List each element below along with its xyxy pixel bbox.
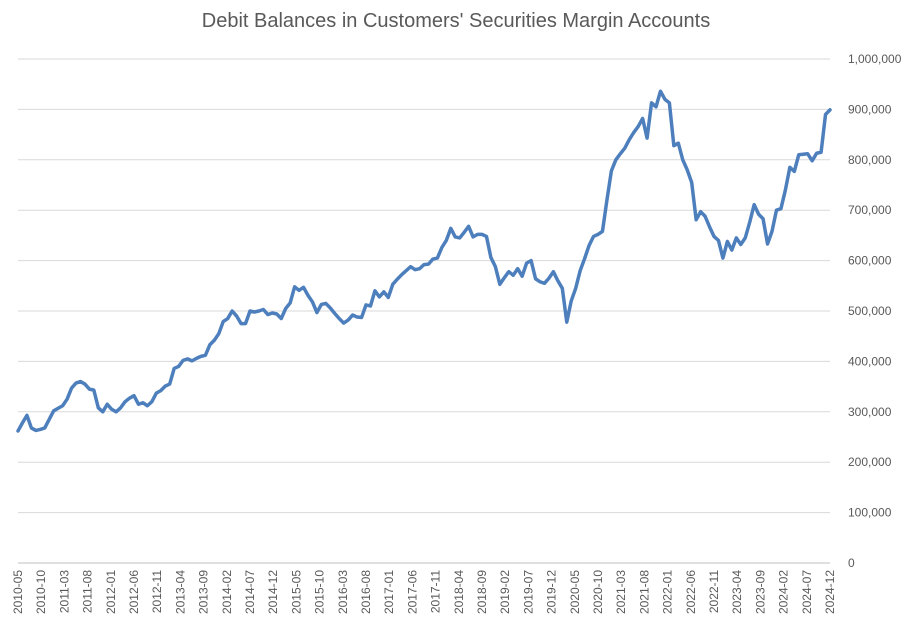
x-tick-label: 2015-05 <box>289 570 303 614</box>
x-tick-label: 2019-12 <box>545 570 559 614</box>
x-tick-label: 2014-07 <box>243 570 257 614</box>
x-tick-label: 2020-05 <box>568 570 582 614</box>
y-tick-label: 200,000 <box>848 455 892 469</box>
y-tick-label: 700,000 <box>848 203 892 217</box>
x-tick-label: 2023-09 <box>753 570 767 614</box>
y-tick-label: 600,000 <box>848 254 892 268</box>
series-layer <box>16 89 832 433</box>
x-tick-label: 2021-03 <box>614 570 628 614</box>
chart-title: Debit Balances in Customers' Securities … <box>201 10 711 32</box>
series-line <box>16 89 832 433</box>
y-axis-ticks: 0 100,000 200,000 300,000 400,000 500,000 600,… <box>848 52 902 570</box>
x-tick-label: 2013-04 <box>173 570 187 614</box>
x-tick-label: 2017-01 <box>382 570 396 614</box>
x-tick-label: 2019-02 <box>498 570 512 614</box>
x-tick-label: 2024-07 <box>800 570 814 614</box>
x-tick-label: 2013-09 <box>197 570 211 614</box>
y-tick-label: 0 <box>848 556 855 570</box>
x-tick-label: 2012-01 <box>104 570 118 614</box>
x-tick-label: 2010-10 <box>34 570 48 614</box>
x-tick-label: 2018-09 <box>475 570 489 614</box>
y-tick-label: 100,000 <box>848 506 892 520</box>
x-tick-label: 2010-05 <box>11 570 25 614</box>
y-tick-label: 500,000 <box>848 304 892 318</box>
x-tick-label: 2011-03 <box>57 570 71 613</box>
y-tick-label: 1,000,000 <box>848 52 902 66</box>
x-tick-label: 2012-06 <box>127 570 141 614</box>
x-tick-label: 2020-10 <box>591 570 605 614</box>
x-tick-label: 2019-07 <box>521 570 535 614</box>
x-tick-label: 2017-11 <box>429 570 443 613</box>
x-tick-label: 2017-06 <box>405 570 419 614</box>
y-tick-label: 400,000 <box>848 354 892 368</box>
gridlines <box>18 58 830 564</box>
x-tick-label: 2024-12 <box>823 570 837 614</box>
x-tick-label: 2015-10 <box>313 570 327 614</box>
x-axis-ticks: 2010-05 2010-10 2011-03 2011-08 2012-01 2012-… <box>11 570 837 614</box>
x-tick-label: 2022-01 <box>661 570 675 614</box>
x-tick-label: 2014-12 <box>266 570 280 614</box>
x-tick-label: 2022-06 <box>684 570 698 614</box>
x-tick-label: 2014-02 <box>220 570 234 614</box>
x-tick-label: 2012-11 <box>150 570 164 613</box>
x-tick-label: 2011-08 <box>81 570 95 613</box>
x-tick-label: 2016-08 <box>359 570 373 614</box>
x-tick-label: 2022-11 <box>707 570 721 613</box>
x-tick-label: 2021-08 <box>637 570 651 614</box>
y-tick-label: 300,000 <box>848 405 892 419</box>
x-tick-label: 2016-03 <box>336 570 350 614</box>
y-tick-label: 900,000 <box>848 102 892 116</box>
y-tick-label: 800,000 <box>848 153 892 167</box>
x-tick-label: 2024-02 <box>777 570 791 614</box>
x-tick-label: 2023-04 <box>730 570 744 614</box>
x-tick-label: 2018-04 <box>452 570 466 614</box>
